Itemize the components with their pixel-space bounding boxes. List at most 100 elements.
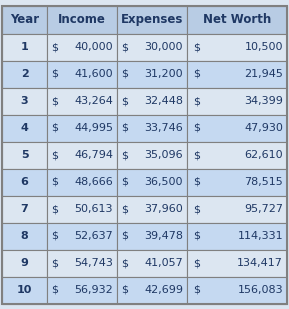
Text: 114,331: 114,331 [237,231,283,241]
Bar [117,249,187,277]
Bar [117,142,187,168]
Text: $: $ [193,42,200,52]
Text: $: $ [121,285,128,295]
Bar [2,168,47,196]
Text: $: $ [121,258,128,268]
Text: $: $ [193,231,200,241]
Text: $: $ [121,123,128,133]
Text: $: $ [193,96,200,106]
Text: 9: 9 [21,258,28,268]
Bar [187,87,287,115]
Text: 30,000: 30,000 [144,42,183,52]
Text: 44,995: 44,995 [74,123,113,133]
Text: 21,945: 21,945 [244,69,283,79]
Bar [187,277,287,303]
Bar [47,168,117,196]
Bar [2,87,47,115]
Bar [2,222,47,249]
Text: 5: 5 [21,150,28,160]
Bar [47,277,117,303]
Bar [47,61,117,87]
Text: 95,727: 95,727 [244,204,283,214]
Text: 36,500: 36,500 [144,177,183,187]
Text: $: $ [193,150,200,160]
Text: 31,200: 31,200 [144,69,183,79]
Bar [47,33,117,61]
Text: $: $ [193,204,200,214]
Text: $: $ [121,231,128,241]
Text: 7: 7 [21,204,28,214]
Text: Year: Year [10,13,39,26]
Text: $: $ [51,150,58,160]
Bar [2,249,47,277]
Bar [117,222,187,249]
Text: 34,399: 34,399 [244,96,283,106]
Text: 47,930: 47,930 [244,123,283,133]
Text: 52,637: 52,637 [74,231,113,241]
Text: 134,417: 134,417 [237,258,283,268]
Text: $: $ [193,177,200,187]
Text: Income: Income [58,13,106,26]
Text: 42,699: 42,699 [144,285,183,295]
Text: 32,448: 32,448 [144,96,183,106]
Bar [117,87,187,115]
Bar [117,6,187,33]
Bar [187,168,287,196]
Text: $: $ [193,285,200,295]
Bar [187,196,287,222]
Text: 50,613: 50,613 [75,204,113,214]
Text: $: $ [51,123,58,133]
Text: $: $ [121,204,128,214]
Bar [117,33,187,61]
Text: $: $ [51,42,58,52]
Text: $: $ [51,177,58,187]
Bar [117,277,187,303]
Text: 33,746: 33,746 [144,123,183,133]
Text: $: $ [193,123,200,133]
Bar [187,249,287,277]
Text: 4: 4 [21,123,28,133]
Text: $: $ [121,177,128,187]
Bar [117,115,187,142]
Bar [117,168,187,196]
Bar [47,87,117,115]
Text: 37,960: 37,960 [144,204,183,214]
Bar [2,277,47,303]
Bar [2,115,47,142]
Bar [2,33,47,61]
Text: $: $ [121,96,128,106]
Text: 6: 6 [21,177,28,187]
Text: 46,794: 46,794 [74,150,113,160]
Text: 56,932: 56,932 [74,285,113,295]
Text: $: $ [193,69,200,79]
Bar [2,142,47,168]
Text: 40,000: 40,000 [74,42,113,52]
Text: $: $ [193,258,200,268]
Text: Net Worth: Net Worth [203,13,271,26]
Text: 8: 8 [21,231,28,241]
Bar [117,61,187,87]
Bar [117,196,187,222]
Text: 2: 2 [21,69,28,79]
Text: $: $ [121,150,128,160]
Bar [187,6,287,33]
Bar [47,249,117,277]
Text: 35,096: 35,096 [144,150,183,160]
Text: 156,083: 156,083 [237,285,283,295]
Bar [187,222,287,249]
Bar [187,61,287,87]
Text: $: $ [51,258,58,268]
Bar [47,196,117,222]
Text: $: $ [51,204,58,214]
Text: 54,743: 54,743 [74,258,113,268]
Text: 39,478: 39,478 [144,231,183,241]
Text: $: $ [51,231,58,241]
Text: 1: 1 [21,42,28,52]
Text: 62,610: 62,610 [244,150,283,160]
Text: 48,666: 48,666 [74,177,113,187]
Text: 10,500: 10,500 [244,42,283,52]
Bar [2,196,47,222]
Text: 10: 10 [17,285,32,295]
Text: $: $ [121,42,128,52]
Text: Expenses: Expenses [121,13,183,26]
